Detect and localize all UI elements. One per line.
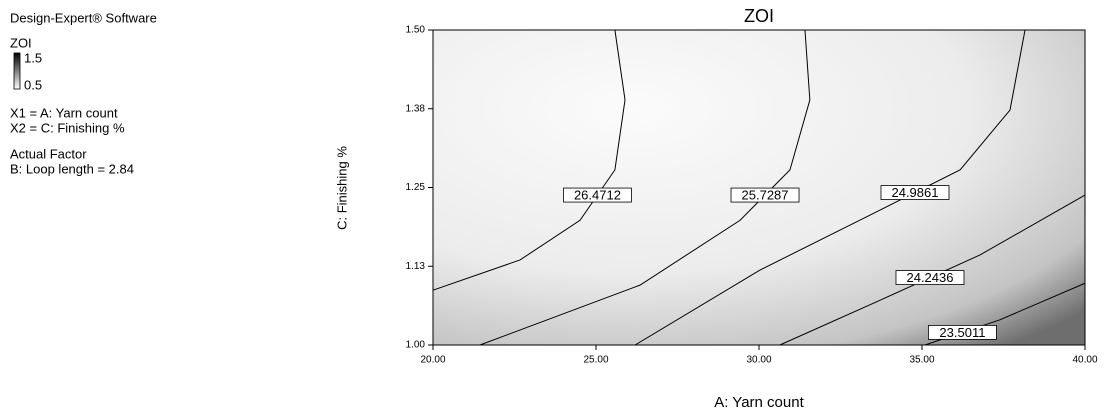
y-tick-label: 1.13: [406, 261, 426, 272]
y-tick-label: 1.00: [406, 340, 426, 351]
contour-label: 24.9861: [891, 185, 938, 200]
page: {"chart_data": { "type": "contour", "sof…: [0, 0, 1109, 417]
contour-label: 26.4712: [574, 187, 621, 202]
y-tick-label: 1.50: [406, 25, 426, 36]
colorbar: [14, 53, 20, 89]
x-tick-label: 20.00: [420, 355, 445, 366]
actual-factor: B: Loop length = 2.84: [10, 161, 134, 176]
colorbar-min: 0.5: [24, 77, 42, 92]
x-tick-label: 30.00: [746, 355, 771, 366]
factor-y-note: X2 = C: Finishing %: [10, 120, 125, 135]
y-tick-label: 1.25: [406, 182, 426, 193]
y-tick-label: 1.38: [406, 103, 426, 114]
x-tick-label: 25.00: [583, 355, 608, 366]
y-axis-label: C: Finishing %: [334, 146, 349, 230]
factor-x-note: X1 = A: Yarn count: [10, 105, 118, 120]
legend-title: ZOI: [10, 35, 32, 50]
contour-label: 23.5011: [939, 325, 985, 340]
chart: Design-Expert® Software ZOI 1.5 0.5 X1 =…: [0, 0, 1109, 412]
x-tick-label: 35.00: [909, 355, 934, 366]
x-tick-label: 40.00: [1072, 355, 1097, 366]
contour-label: 24.2436: [906, 270, 953, 285]
chart-title: ZOI: [744, 6, 774, 26]
x-axis-label: A: Yarn count: [714, 394, 804, 411]
colorbar-max: 1.5: [24, 50, 42, 65]
actual-factor-heading: Actual Factor: [10, 146, 87, 161]
software-name: Design-Expert® Software: [10, 10, 157, 25]
contour-label: 25.7287: [742, 187, 789, 202]
